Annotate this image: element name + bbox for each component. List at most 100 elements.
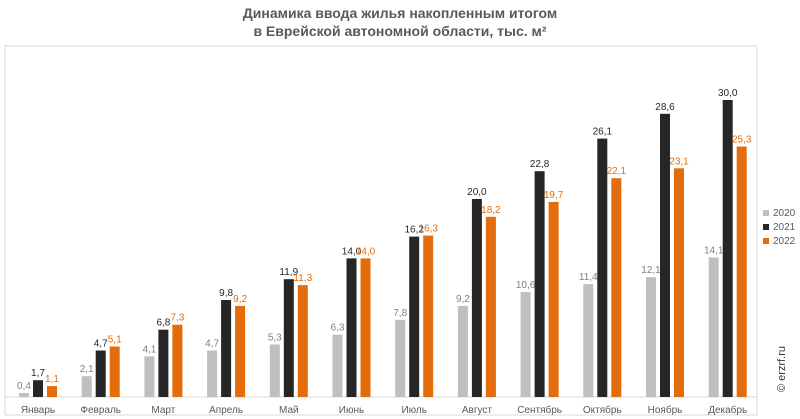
watermark-text: © erzrf.ru xyxy=(776,346,788,392)
legend: 2020 2021 2022 xyxy=(763,206,795,248)
legend-item-2021: 2021 xyxy=(763,220,795,234)
x-tick-label-6: Июль xyxy=(401,405,427,416)
plot-area xyxy=(4,45,758,416)
value-label-2022-8: 19,7 xyxy=(544,190,564,201)
chart-title: Динамика ввода жилья накопленным итогом … xyxy=(0,4,800,40)
legend-swatch-2022 xyxy=(763,238,769,244)
bar-2020-4 xyxy=(269,344,280,397)
bar-2022-4 xyxy=(297,285,308,397)
value-label-2020-0: 0,4 xyxy=(17,381,31,392)
x-tick-label-1: Февраль xyxy=(80,405,121,416)
value-label-2020-10: 12,1 xyxy=(641,265,661,276)
bars-group xyxy=(19,100,747,398)
value-label-2020-6: 7,8 xyxy=(393,308,407,319)
bar-2020-0 xyxy=(19,393,29,397)
bar-2022-8 xyxy=(548,201,559,397)
legend-item-2020: 2020 xyxy=(763,206,795,220)
bar-2022-2 xyxy=(172,324,183,397)
bar-2021-0 xyxy=(33,380,43,397)
value-label-2022-11: 25,3 xyxy=(732,135,752,146)
value-label-2022-1: 5,1 xyxy=(108,335,122,346)
chart-title-line1: Динамика ввода жилья накопленным итогом xyxy=(242,5,558,21)
x-tick-label-8: Сентябрь xyxy=(517,404,562,416)
value-label-2022-5: 14,0 xyxy=(356,246,376,257)
bar-2022-10 xyxy=(674,168,684,397)
value-label-2022-2: 7,3 xyxy=(170,313,184,324)
bar-2020-3 xyxy=(207,350,218,397)
value-label-2020-9: 11,4 xyxy=(579,272,598,283)
value-label-2021-3: 9,8 xyxy=(219,288,233,299)
value-labels-group: 0,41,71,12,14,7 5,14,16,8 7,34,79,89,25,31… xyxy=(17,88,752,392)
value-label-2020-8: 10,6 xyxy=(516,280,536,291)
value-label-2021-11: 30,0 xyxy=(718,88,738,99)
x-tick-label-9: Октябрь xyxy=(583,404,622,416)
value-label-2020-11: 14,1 xyxy=(704,245,724,256)
value-label-2021-6: 16,2 xyxy=(404,225,424,236)
value-label-2021-10: 28,6 xyxy=(655,102,675,113)
value-label-2020-7: 9,2 xyxy=(456,294,470,305)
x-tick-label-3: Апрель xyxy=(209,405,243,416)
bar-2020-1 xyxy=(81,376,92,397)
value-label-2021-0: 1,7 xyxy=(31,368,45,379)
bar-2021-2 xyxy=(158,329,169,397)
bar-2022-9 xyxy=(611,178,622,397)
value-label-2020-1: 2,1 xyxy=(80,364,94,375)
value-label-2020-5: 6,3 xyxy=(331,323,345,334)
bar-2021-10 xyxy=(660,113,670,398)
bar-2022-6 xyxy=(423,235,434,397)
legend-swatch-2020 xyxy=(763,210,769,216)
bar-2022-11 xyxy=(736,146,747,397)
bar-2021-9 xyxy=(597,138,608,397)
bar-2020-2 xyxy=(144,356,155,397)
bar-2021-5 xyxy=(346,258,357,397)
bar-2020-6 xyxy=(395,319,406,397)
value-label-2022-6: 16,3 xyxy=(418,224,438,235)
bar-2021-3 xyxy=(221,300,232,397)
bar-2020-11 xyxy=(708,257,719,397)
bar-2020-7 xyxy=(457,305,468,397)
bar-2021-1 xyxy=(95,350,106,397)
x-tick-label-5: Июнь xyxy=(339,405,364,416)
x-tick-label-10: Ноябрь xyxy=(648,404,683,416)
bar-2022-3 xyxy=(235,305,246,397)
x-tick-labels-group: Январь Февраль Март Апрель Май Июнь Июль Август… xyxy=(21,404,747,416)
bar-2021-4 xyxy=(283,279,294,397)
bar-2021-6 xyxy=(409,236,420,397)
legend-label-2022: 2022 xyxy=(773,235,796,247)
bar-2021-8 xyxy=(534,171,545,397)
value-label-2022-4: 11,3 xyxy=(293,273,312,284)
x-tick-label-2: Март xyxy=(151,405,175,416)
bar-2020-8 xyxy=(520,292,531,397)
bar-2022-7 xyxy=(485,216,496,397)
value-label-2022-0: 1,1 xyxy=(45,374,59,385)
bar-2022-1 xyxy=(109,346,120,397)
x-tick-label-7: Август xyxy=(462,405,493,416)
x-tick-label-4: Май xyxy=(279,405,299,416)
bar-2020-9 xyxy=(583,284,594,397)
value-label-2020-2: 4,1 xyxy=(142,344,156,355)
value-label-2021-4: 11,9 xyxy=(279,267,298,278)
legend-item-2022: 2022 xyxy=(763,234,795,248)
bar-2022-0 xyxy=(47,386,57,397)
chart-title-line2: в Еврейской автономной области, тыс. м² xyxy=(253,23,547,39)
value-label-2021-7: 20,0 xyxy=(467,187,487,198)
value-label-2021-9: 26,1 xyxy=(593,127,613,138)
legend-swatch-2021 xyxy=(763,224,769,230)
bar-2021-7 xyxy=(471,199,482,397)
value-label-2021-5: 14,0 xyxy=(342,246,362,257)
value-label-2021-2: 6,8 xyxy=(156,318,170,329)
value-label-2022-10: 23,1 xyxy=(669,156,689,167)
value-label-2020-4: 5,3 xyxy=(268,333,282,344)
bar-2021-11 xyxy=(722,100,733,397)
value-label-2022-3: 9,2 xyxy=(233,294,247,305)
value-label-2020-3: 4,7 xyxy=(205,339,219,350)
x-tick-label-11: Декабрь xyxy=(708,404,747,416)
value-label-2022-9: 22,1 xyxy=(607,166,627,177)
value-label-2021-1: 4,7 xyxy=(94,339,108,350)
bar-2022-5 xyxy=(360,258,371,397)
legend-label-2020: 2020 xyxy=(773,207,796,219)
bar-2020-10 xyxy=(646,277,656,397)
bar-2020-5 xyxy=(332,334,343,397)
value-label-2022-7: 18,2 xyxy=(481,205,501,216)
